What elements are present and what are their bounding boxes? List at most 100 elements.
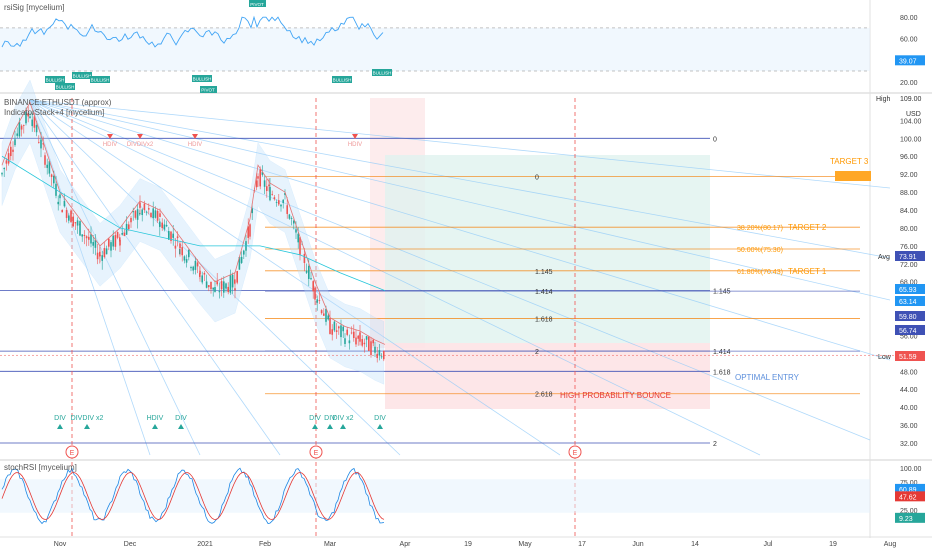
main-pane-title: BINANCE:ETHUSDT (approx) (4, 98, 112, 107)
candle-body (308, 265, 310, 279)
x-tick: 2021 (197, 541, 213, 548)
candle-body (383, 350, 385, 360)
candle-body (323, 313, 325, 316)
candle-body (148, 208, 150, 210)
candle-body (85, 236, 88, 239)
moving-average (1, 155, 386, 292)
fan-line (29, 99, 761, 456)
avg-badge (895, 251, 925, 261)
entry-label: OPTIMAL ENTRY (735, 373, 800, 382)
candle-body (10, 146, 12, 157)
candle-body (310, 278, 312, 280)
candle-body (103, 248, 106, 258)
candle-body (1, 173, 3, 175)
candle-body (48, 161, 51, 174)
candle-body (263, 180, 266, 187)
candle-body (236, 271, 238, 283)
candle-body (27, 112, 29, 117)
div-arrow (327, 424, 333, 429)
stoch-tick: 100.00 (900, 466, 922, 473)
candle-body (266, 186, 268, 191)
candle-body (105, 248, 108, 255)
bullish-badge (45, 76, 65, 83)
candle-body (170, 231, 172, 241)
candle-body (212, 287, 214, 290)
price-badge-value: 63.14 (899, 299, 917, 306)
fan-line (29, 99, 151, 456)
bullish-label: BULLISH (91, 78, 110, 83)
stoch-badge (895, 483, 925, 494)
candle-body (203, 272, 206, 275)
candle-body (312, 281, 314, 292)
price-tick: 36.00 (900, 423, 918, 430)
candle-body (240, 256, 243, 263)
candle-body (50, 174, 53, 178)
candle-body (350, 332, 353, 334)
candle-body (12, 149, 14, 152)
candle-body (183, 256, 186, 261)
div-label: DIVDIV x2 (71, 415, 104, 422)
candle-body (344, 338, 346, 344)
candle-body (123, 232, 126, 236)
bullish-label: BULLISH (193, 77, 212, 82)
hdiv-label: DIVDIVx2 (127, 142, 154, 148)
rsi-band (0, 27, 870, 71)
fan-line (29, 99, 201, 456)
candle-body (174, 245, 177, 249)
div-arrow (340, 424, 346, 429)
fib-level-label: 0 (713, 136, 717, 143)
pivot-label: PIVOT (250, 2, 264, 7)
bullish-label: BULLISH (73, 74, 92, 79)
candle-body (192, 266, 194, 271)
fan-line (29, 99, 891, 301)
candle-body (271, 193, 273, 195)
candle-body (359, 332, 361, 342)
candle-body (231, 274, 234, 288)
candle-body (128, 224, 130, 230)
fib-level-label: 1.618 (713, 369, 731, 376)
fib-ext-label: 2.618 (535, 392, 553, 399)
candle-body (286, 205, 288, 214)
rsi-tick: 60.00 (900, 37, 918, 44)
candle-body (372, 339, 374, 344)
fib50-label: 50.00%(75.30) (737, 247, 783, 254)
candle-body (335, 330, 338, 332)
candle-body (116, 231, 119, 238)
fan-line (29, 99, 891, 189)
candle-body (88, 236, 90, 240)
fib618-label: 61.80%(70.43) (737, 269, 783, 276)
candle-body (25, 111, 27, 124)
fan-line (29, 99, 401, 456)
rsi-tick: 80.00 (900, 15, 918, 22)
candle-body (20, 125, 23, 130)
div-arrow (57, 424, 63, 429)
fib-ext-label: 1.618 (535, 316, 553, 323)
price-tick: 100.00 (900, 136, 922, 143)
div-arrow (152, 424, 158, 429)
low-value: 51.59 (899, 354, 917, 361)
candle-body (114, 235, 117, 247)
bullish-badge (55, 83, 75, 90)
target2-label: TARGET 2 (788, 223, 827, 232)
price-tick: 76.00 (900, 244, 918, 251)
candle-body (141, 209, 143, 216)
target3-label: TARGET 3 (830, 157, 869, 166)
bullish-label: BULLISH (373, 71, 392, 76)
candle-body (154, 210, 157, 218)
candle-body (119, 239, 121, 246)
candle-body (159, 221, 161, 227)
x-tick: Aug (884, 541, 897, 548)
fan-line (29, 99, 561, 456)
earnings-label: E (70, 450, 75, 457)
candle-body (161, 222, 163, 229)
candle-body (353, 331, 355, 339)
candle-body (257, 176, 259, 179)
price-tick: 68.00 (900, 280, 918, 287)
candle-body (79, 221, 81, 236)
bullish-label: BULLISH (46, 78, 65, 83)
candle-body (110, 242, 112, 251)
candle-body (42, 143, 44, 145)
candle-body (278, 200, 280, 205)
price-badge (895, 325, 925, 335)
